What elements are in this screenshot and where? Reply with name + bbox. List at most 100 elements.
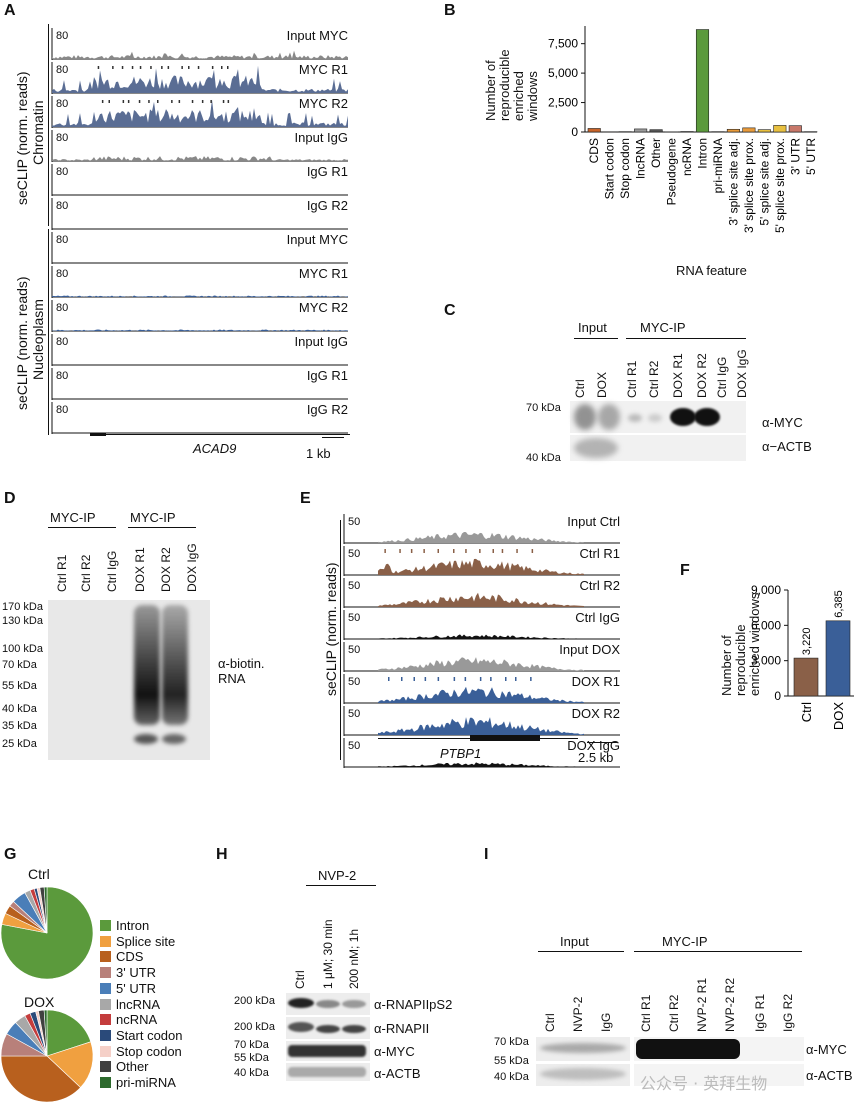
panel-b-bar xyxy=(726,128,740,133)
panel-d-marker: 35 kDa xyxy=(2,720,37,732)
panel-i-marker: 40 kDa xyxy=(494,1071,529,1083)
panel-c-marker: 40 kDa xyxy=(526,452,561,464)
panel-g-legend-label: Other xyxy=(116,1059,149,1075)
panel-d-band xyxy=(162,734,186,744)
panel-i-antibody: α-ACTB xyxy=(806,1068,853,1083)
panel-h-marker: 200 kDa xyxy=(234,1021,275,1033)
panel-i-lane-label: NVP-2 R2 xyxy=(723,977,737,1032)
panel-b-ytick-label: 7,500 xyxy=(548,37,578,51)
panel-g-legend-label: pri-miRNA xyxy=(116,1075,176,1090)
panel-g-legend-label: Start codon xyxy=(116,1027,183,1043)
panel-b-ytick-label: 0 xyxy=(571,125,578,139)
panel-i-lane-label: NVP-2 R1 xyxy=(695,977,709,1032)
panel-e-track-name: Ctrl IgG xyxy=(575,610,620,625)
panel-a-scale-label: 80 xyxy=(56,370,69,382)
panel-e-track-name: DOX IgG xyxy=(567,738,620,753)
panel-e-track-name: Input Ctrl xyxy=(567,514,620,529)
panel-a-track-name: Input MYC xyxy=(286,232,348,247)
panel-i-group-ip-line xyxy=(634,951,802,952)
panel-a-track xyxy=(51,28,348,60)
panel-i-lane-label: IgG xyxy=(599,1012,613,1032)
panel-g-legend-label: 3' UTR xyxy=(116,965,157,981)
panel-d-group1-line xyxy=(48,527,116,528)
panel-a-group-bar xyxy=(48,229,49,435)
panel-g-legend-swatch xyxy=(100,1077,111,1088)
panel-b-bar xyxy=(757,129,771,133)
panel-b-category-label: 3' splice site adj. xyxy=(726,138,740,226)
panel-g-legend-swatch xyxy=(100,1014,111,1026)
panel-h-lane-label: 1 μM; 30 min xyxy=(321,919,335,989)
panel-e-scale-label: 50 xyxy=(348,580,361,592)
panel-b-bar xyxy=(695,29,710,133)
panel-d-smear xyxy=(134,605,160,725)
panel-g-legend-swatch xyxy=(100,951,111,963)
panel-e-scalebar xyxy=(587,742,617,743)
panel-i-lane-label: Ctrl xyxy=(543,1013,557,1032)
panel-f-ytick-label: 9,000 xyxy=(751,583,781,597)
watermark: 公众号 · 英拜生物 xyxy=(640,1074,768,1093)
panel-a-scalebar-label: 1 kb xyxy=(306,446,331,461)
panel-e-scale-label: 50 xyxy=(348,644,361,656)
panel-b-category-label: Start codon xyxy=(603,138,617,199)
panel-a-scale-label: 80 xyxy=(56,132,69,144)
panel-e-track xyxy=(343,674,620,704)
panel-e-track xyxy=(343,642,620,672)
panel-a-track-name: IgG R1 xyxy=(306,368,348,383)
panel-h-lane-label: Ctrl xyxy=(293,970,307,989)
panel-e-track-name: Ctrl R1 xyxy=(579,546,620,561)
panel-a-track xyxy=(51,198,348,230)
panel-i-lane-label: IgG R2 xyxy=(781,993,795,1032)
panel-a-track xyxy=(51,266,348,298)
panel-e-group-bar xyxy=(340,520,341,760)
panel-h-antibody: α-RNAPII xyxy=(374,1021,430,1036)
panel-b-bar xyxy=(788,125,802,133)
panel-a-gene-name: ACAD9 xyxy=(193,441,237,456)
panel-c-band xyxy=(628,414,642,422)
panel-a-track-name: IgG R2 xyxy=(306,198,348,213)
panel-g-legend-label: ncRNA xyxy=(116,1012,158,1028)
panel-f-category-label: DOX xyxy=(831,702,846,731)
panel-a-scale-label: 80 xyxy=(56,64,69,76)
panel-b-category-label: CDS xyxy=(587,138,601,163)
panel-b-category-label: 3' splice site prox. xyxy=(742,138,756,233)
panel-a-group-bar xyxy=(48,24,49,226)
panel-d-marker: 170 kDa xyxy=(2,601,43,613)
panel-g-title-dox: DOX xyxy=(24,994,55,1010)
panel-h-marker: 40 kDa xyxy=(234,1067,269,1079)
panel-a-scalebar xyxy=(322,437,344,438)
panel-g-legend-swatch xyxy=(100,935,111,947)
panel-g-legend-label: CDS xyxy=(116,949,144,965)
panel-i-band xyxy=(636,1039,740,1059)
panel-a-gene-line xyxy=(90,434,350,435)
panel-c-band xyxy=(670,408,696,426)
panel-b-category-label: Stop codon xyxy=(618,138,632,199)
panel-c-group-ip: MYC-IP xyxy=(640,320,686,335)
panel-g-legend-swatch xyxy=(100,982,111,994)
panel-f-bar xyxy=(793,657,819,697)
panel-a-track-name: Input IgG xyxy=(294,130,348,145)
panel-f-ytick-label: 0 xyxy=(774,689,781,703)
panel-d-smear xyxy=(162,605,188,725)
panel-b-category-label: 5' UTR xyxy=(804,138,818,175)
panel-d-antibody: α-biotin. xyxy=(218,656,265,671)
panel-a-track xyxy=(51,334,348,366)
panel-b-category-label: Other xyxy=(649,138,663,168)
panel-i-antibody: α-MYC xyxy=(806,1042,847,1057)
panel-g-charts xyxy=(0,886,94,1103)
panel-g-legend-label: Stop codon xyxy=(116,1043,182,1059)
panel-h-band xyxy=(342,1000,366,1008)
panel-b-xlabel: RNA feature xyxy=(676,263,747,278)
panel-h-band xyxy=(288,1045,366,1057)
panel-d-group2-line xyxy=(128,527,196,528)
panel-h-marker: 200 kDa xyxy=(234,995,275,1007)
panel-h-group-line xyxy=(306,885,376,886)
panel-label-a: A xyxy=(4,2,16,19)
panel-h-antibody: α-MYC xyxy=(374,1044,415,1059)
panel-a-track-name: MYC R2 xyxy=(298,96,348,111)
panel-d-marker: 130 kDa xyxy=(2,615,43,627)
panel-g-legend-swatch xyxy=(100,998,111,1010)
panel-e-gene-exons xyxy=(470,735,540,741)
panel-a-scale-label: 80 xyxy=(56,30,69,42)
panel-g-legend-swatch xyxy=(100,920,111,931)
panel-d-antibody-sub: RNA xyxy=(218,671,246,686)
